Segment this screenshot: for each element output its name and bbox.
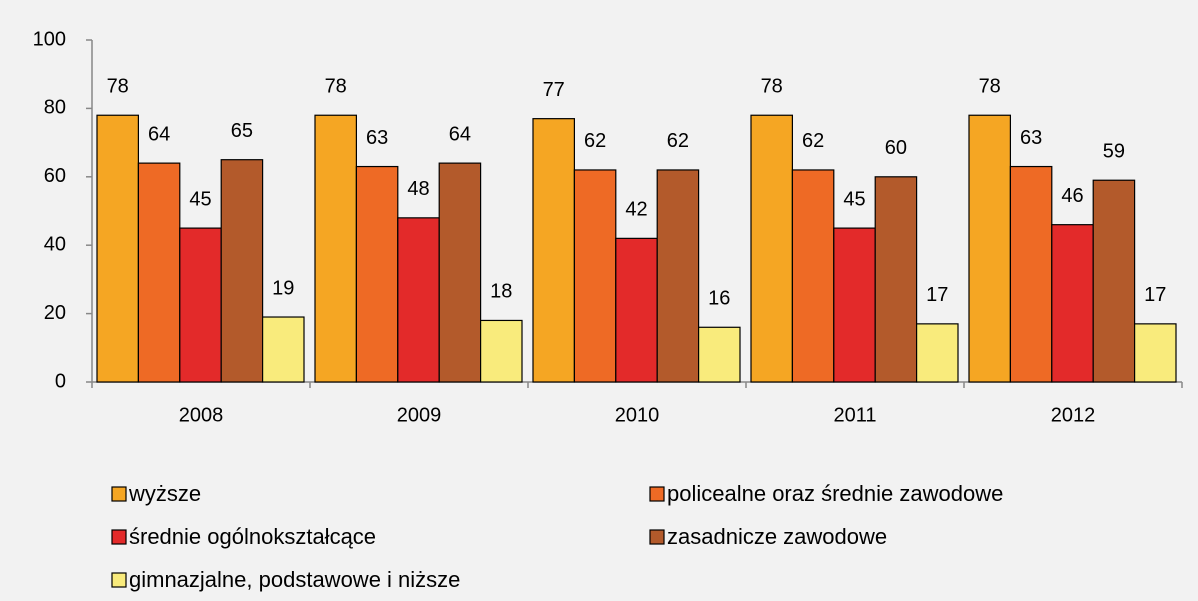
bar xyxy=(833,227,876,383)
value-label: 19 xyxy=(272,277,294,299)
value-label: 46 xyxy=(1061,185,1083,207)
bar xyxy=(262,316,305,383)
value-label: 63 xyxy=(1020,127,1042,149)
y-tick-label: 100 xyxy=(33,28,66,50)
value-label: 78 xyxy=(979,76,1001,98)
value-label: 45 xyxy=(843,188,865,210)
legend-label: wyższe xyxy=(128,481,201,506)
value-label: 59 xyxy=(1103,141,1125,163)
legend-label: gimnazjalne, podstawowe i niższe xyxy=(129,567,460,592)
bar xyxy=(220,159,264,383)
value-label: 77 xyxy=(543,79,565,101)
value-label: 62 xyxy=(802,130,824,152)
value-label: 78 xyxy=(107,76,129,98)
value-label: 42 xyxy=(625,199,647,221)
x-tick-label: 2011 xyxy=(833,404,876,426)
y-tick-label: 60 xyxy=(44,165,66,187)
bar xyxy=(1092,179,1136,383)
legend-swatch xyxy=(649,486,665,502)
x-tick-label: 2009 xyxy=(397,404,442,426)
bar xyxy=(137,162,181,383)
value-label: 78 xyxy=(761,76,783,98)
value-label: 63 xyxy=(366,127,388,149)
legend-swatch xyxy=(649,529,665,545)
bar xyxy=(1133,323,1177,383)
value-label: 48 xyxy=(407,178,429,200)
bar xyxy=(968,114,1012,383)
bar xyxy=(656,169,700,383)
bar xyxy=(615,237,658,383)
bar xyxy=(397,217,440,383)
legend-swatch xyxy=(111,486,127,502)
legend-label: średnie ogólnokształcące xyxy=(129,524,376,549)
bar xyxy=(438,162,482,383)
bar xyxy=(915,323,959,383)
y-tick-label: 80 xyxy=(44,97,66,119)
bar xyxy=(874,176,918,383)
x-tick-label: 2010 xyxy=(615,404,660,426)
bar xyxy=(791,169,835,383)
legend-swatch xyxy=(111,572,127,588)
value-label: 60 xyxy=(885,137,907,159)
bar xyxy=(532,118,576,383)
bar xyxy=(1009,165,1053,383)
x-tick-label: 2012 xyxy=(1051,404,1096,426)
value-label: 64 xyxy=(449,123,471,145)
legend-swatch xyxy=(111,529,127,545)
bar xyxy=(697,326,741,383)
value-label: 18 xyxy=(490,281,512,303)
value-label: 16 xyxy=(708,288,730,310)
value-label: 17 xyxy=(1144,284,1166,306)
bar xyxy=(96,114,140,383)
value-label: 65 xyxy=(231,120,253,142)
value-label: 45 xyxy=(189,188,211,210)
y-tick-label: 40 xyxy=(44,233,66,255)
y-tick-label: 0 xyxy=(55,370,66,392)
value-label: 62 xyxy=(584,130,606,152)
bar xyxy=(1051,224,1094,383)
bar xyxy=(573,169,617,383)
bar xyxy=(314,114,358,383)
value-label: 62 xyxy=(667,130,689,152)
y-tick-label: 20 xyxy=(44,302,66,324)
bar xyxy=(355,165,399,383)
value-label: 78 xyxy=(325,76,347,98)
value-label: 17 xyxy=(926,284,948,306)
bar xyxy=(480,319,523,383)
value-label: 64 xyxy=(148,123,170,145)
bar xyxy=(750,114,794,383)
legend-label: policealne oraz średnie zawodowe xyxy=(667,481,1003,506)
bar xyxy=(179,227,222,383)
x-tick-label: 2008 xyxy=(179,404,224,426)
legend-label: zasadnicze zawodowe xyxy=(667,524,887,549)
